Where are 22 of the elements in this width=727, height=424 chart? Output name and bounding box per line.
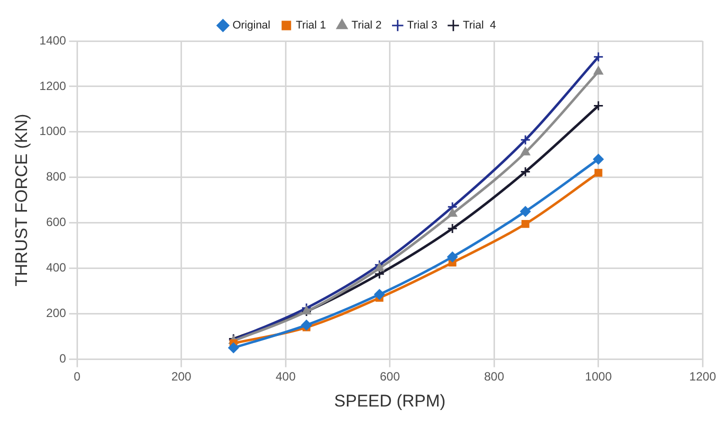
y-axis-title: THRUST FORCE (KN) xyxy=(12,114,31,286)
x-axis-title: SPEED (RPM) xyxy=(334,391,446,410)
x-tick-label: 600 xyxy=(380,370,400,384)
y-tick-label: 600 xyxy=(46,215,66,230)
x-tick-label: 0 xyxy=(74,370,81,384)
y-tick-label: 200 xyxy=(46,306,66,320)
y-tick-label: 1400 xyxy=(39,33,66,48)
y-tick-label: 400 xyxy=(46,260,66,275)
legend-label: Trial 2 xyxy=(352,20,382,32)
x-tick-label: 800 xyxy=(484,370,504,384)
x-tick-label: 200 xyxy=(171,370,192,384)
y-tick-label: 800 xyxy=(46,170,66,184)
y-tick-label: 1000 xyxy=(39,124,66,138)
x-tick-label: 1200 xyxy=(689,370,716,384)
y-tick-label: 1200 xyxy=(39,78,66,93)
x-tick-label: 1000 xyxy=(585,370,612,384)
legend-label: Trial 1 xyxy=(296,20,326,32)
x-tick-label: 400 xyxy=(276,370,296,384)
legend-label: Original xyxy=(232,20,270,32)
y-tick-label: 0 xyxy=(59,352,66,366)
legend-label: Trial 4 xyxy=(462,20,496,32)
legend-label: Trial 3 xyxy=(407,20,438,32)
